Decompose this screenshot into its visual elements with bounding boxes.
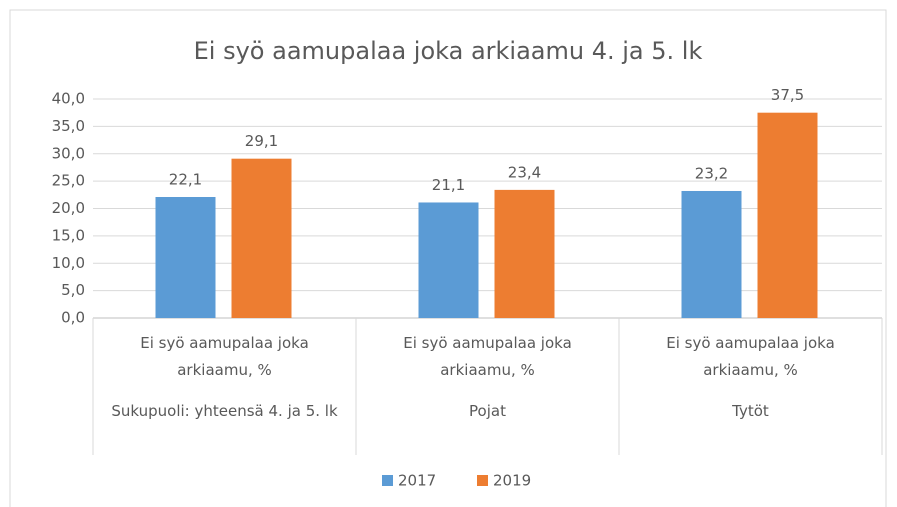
y-tick-label: 15,0: [52, 226, 85, 244]
y-tick-label: 30,0: [52, 144, 85, 162]
x-subcategory-label: Ei syö aamupalaa joka arkiaamu, %: [403, 334, 572, 379]
y-tick-label: 5,0: [61, 281, 85, 299]
data-label: 22,1: [169, 171, 202, 189]
bar: [418, 202, 479, 318]
x-category-label: Tytöt: [732, 402, 769, 420]
x-category-label-box: Pojat: [469, 402, 506, 420]
x-category-label-box: Tytöt: [732, 402, 769, 420]
y-tick-label: 35,0: [52, 117, 85, 135]
data-label: 23,4: [508, 163, 541, 181]
data-label: 23,2: [695, 164, 728, 182]
data-label: 21,1: [432, 176, 465, 194]
x-subcategory-label: Ei syö aamupalaa joka arkiaamu, %: [666, 334, 835, 379]
x-category-label: Sukupuoli: yhteensä 4. ja 5. lk: [111, 402, 338, 420]
x-category-label: Pojat: [469, 402, 506, 420]
bar: [757, 112, 818, 318]
x-subcategory-label-box: Ei syö aamupalaa joka arkiaamu, %: [403, 334, 572, 379]
legend-label: 2017: [398, 472, 436, 490]
bar: [681, 190, 742, 318]
y-tick-label: 20,0: [52, 199, 85, 217]
x-subcategory-label-box: Ei syö aamupalaa joka arkiaamu, %: [666, 334, 835, 379]
bar: [231, 158, 292, 318]
bar: [155, 197, 216, 318]
chart-title: Ei syö aamupalaa joka arkiaamu 4. ja 5. …: [194, 37, 703, 65]
y-tick-label: 10,0: [52, 254, 85, 272]
x-category-label-box: Sukupuoli: yhteensä 4. ja 5. lk: [111, 402, 338, 420]
x-subcategory-label: Ei syö aamupalaa joka arkiaamu, %: [140, 334, 309, 379]
y-tick-label: 25,0: [52, 172, 85, 190]
data-label: 29,1: [245, 132, 278, 150]
legend-swatch: [477, 475, 488, 486]
y-tick-label: 40,0: [52, 90, 85, 108]
y-tick-label: 0,0: [61, 309, 85, 327]
data-label: 37,5: [771, 86, 804, 104]
legend-swatch: [382, 475, 393, 486]
bar: [494, 189, 555, 318]
x-subcategory-label-box: Ei syö aamupalaa joka arkiaamu, %: [140, 334, 309, 379]
legend-label: 2019: [493, 472, 531, 490]
